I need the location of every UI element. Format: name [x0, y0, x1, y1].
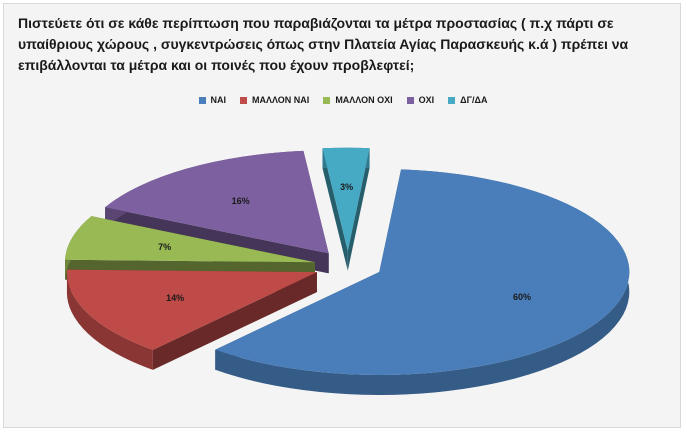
chart-legend: ΝΑΙ ΜΑΛΛΟΝ ΝΑΙ ΜΑΛΛΟΝ ΟΧΙ ΟΧΙ ΔΓ/ΔΑ	[4, 95, 682, 105]
pie-slice-3	[105, 150, 329, 254]
legend-swatch	[198, 96, 206, 104]
legend-label: ΜΑΛΛΟΝ ΝΑΙ	[252, 95, 310, 105]
legend-label: ΝΑΙ	[210, 95, 227, 105]
pie-slice-wall	[152, 272, 317, 370]
legend-label: ΜΑΛΛΟΝ ΟΧΙ	[335, 95, 393, 105]
data-label: 7%	[158, 242, 171, 252]
pie-slice-wall	[347, 148, 370, 271]
pie-slice-0	[215, 169, 630, 375]
legend-item-nai: ΝΑΙ	[198, 95, 227, 105]
legend-swatch	[448, 96, 456, 104]
legend-item-mallon-nai: ΜΑΛΛΟΝ ΝΑΙ	[240, 95, 309, 105]
legend-item-mallon-oxi: ΜΑΛΛΟΝ ΟΧΙ	[323, 95, 393, 105]
slide-frame: Πιστεύετε ότι σε κάθε περίπτωση που παρα…	[3, 3, 681, 428]
data-label: 60%	[513, 292, 531, 302]
legend-label: ΟΧΙ	[418, 95, 435, 105]
pie-slice-4	[322, 147, 370, 251]
pie-chart: 60% 14% 7% 16% 3%	[65, 147, 630, 395]
pie-slice-side	[66, 269, 153, 370]
data-label: 16%	[232, 196, 250, 206]
pie-tops	[65, 147, 630, 375]
question-line-2: υπαίθριους χώρους , συγκεντρώσεις όπως σ…	[18, 36, 629, 52]
pie-labels: 60% 14% 7% 16% 3%	[158, 182, 531, 303]
legend-swatch	[240, 96, 248, 104]
data-label: 3%	[340, 182, 353, 192]
pie-slice-side	[215, 169, 630, 395]
data-label: 14%	[166, 293, 184, 303]
pie-slice-wall	[322, 148, 348, 271]
pie-slice-1	[66, 269, 317, 350]
legend-swatch	[406, 96, 414, 104]
legend-swatch	[323, 96, 331, 104]
question-line-3: επιβάλλονται τα μέτρα και οι ποινές που …	[18, 57, 415, 73]
legend-item-oxi: ΟΧΙ	[406, 95, 435, 105]
question-text: Πιστεύετε ότι σε κάθε περίπτωση που παρα…	[18, 13, 658, 76]
pie-slice-2	[65, 216, 316, 263]
question-line-1: Πιστεύετε ότι σε κάθε περίπτωση που παρα…	[18, 15, 614, 31]
legend-item-dg-da: ΔΓ/ΔΑ	[448, 95, 487, 105]
legend-label: ΔΓ/ΔΑ	[460, 95, 488, 105]
